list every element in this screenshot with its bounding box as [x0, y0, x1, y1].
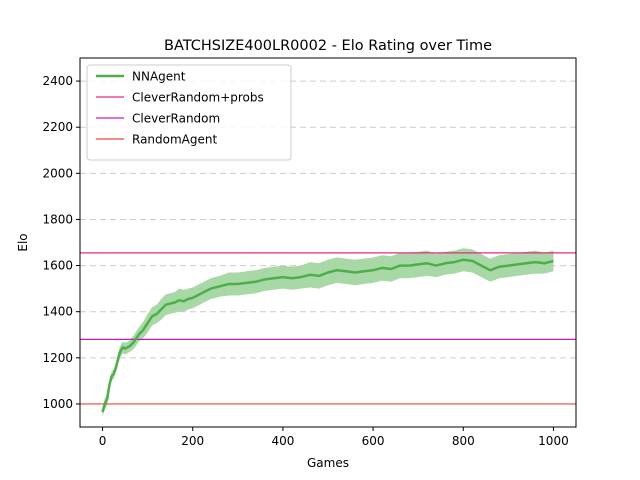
- x-tick-label: 1000: [538, 434, 569, 448]
- x-tick-label: 0: [99, 434, 107, 448]
- y-tick-label: 2000: [42, 166, 73, 180]
- y-tick-label: 1600: [42, 259, 73, 273]
- confidence-band: [102, 248, 554, 417]
- legend: NNAgent CleverRandom+probs CleverRandom Ran…: [86, 64, 292, 161]
- series-line-nnagent: [101, 258, 554, 413]
- chart-title: BATCHSIZE400LR0002 - Elo Rating over Tim…: [164, 38, 492, 54]
- y-axis-label: Elo: [16, 233, 30, 251]
- y-tick-label: 2200: [42, 120, 73, 134]
- x-tick-label: 800: [452, 434, 475, 448]
- x-tick-label: 200: [181, 434, 204, 448]
- legend-box: [86, 64, 292, 161]
- confidence-band-layer: [102, 248, 554, 417]
- y-tick-label: 2400: [42, 74, 73, 88]
- y-tick-label: 1800: [42, 212, 73, 226]
- legend-label: RandomAgent: [132, 133, 217, 147]
- x-tick-label: 400: [271, 434, 294, 448]
- legend-label: CleverRandom: [132, 112, 220, 126]
- legend-label: CleverRandom+probs: [132, 91, 264, 105]
- reference-lines-layer: [80, 252, 576, 405]
- x-axis-ticks: 0 200 400 600 800 1000: [99, 427, 569, 448]
- series-line-layer: [101, 258, 554, 413]
- legend-label: NNAgent: [132, 70, 186, 84]
- y-axis-ticks: 1000 1200 1400 1600 1800 2000 2200 2400: [42, 74, 80, 411]
- y-tick-label: 1400: [42, 305, 73, 319]
- x-tick-label: 600: [362, 434, 385, 448]
- y-tick-label: 1200: [42, 351, 73, 365]
- x-axis-label: Games: [307, 456, 349, 470]
- plot-frame: [79, 57, 577, 428]
- y-tick-label: 1000: [42, 397, 73, 411]
